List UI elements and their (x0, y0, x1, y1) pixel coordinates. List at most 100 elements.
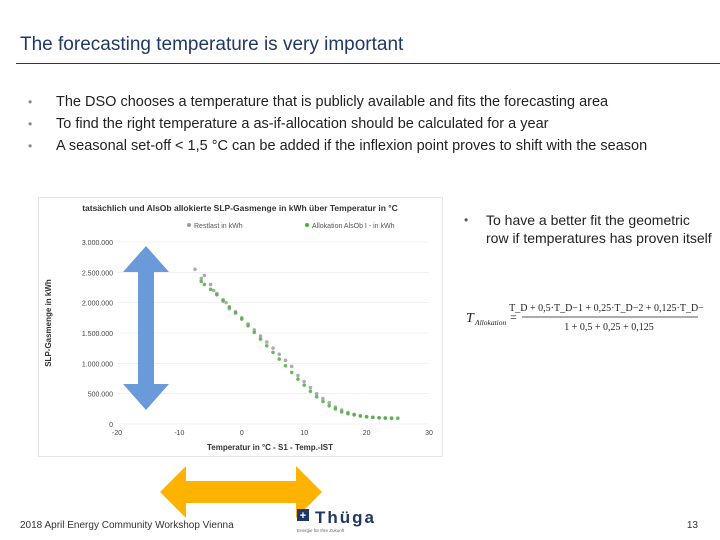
logo-mark-icon (297, 509, 309, 521)
x-tick-label: 0 (240, 430, 244, 437)
data-point (389, 416, 394, 420)
data-point (221, 299, 225, 303)
data-point (215, 292, 219, 297)
series-allokation (199, 279, 400, 421)
bullet-item: • A seasonal set-off < 1,5 °C can be adde… (28, 135, 688, 157)
data-point (224, 300, 228, 305)
side-bullet-text: To have a better fit the geometric row i… (486, 212, 712, 246)
formula-lhs-subscript: Allokation (474, 318, 506, 327)
x-axis-label: Temperatur in °C - S1 - Temp.-IST (207, 443, 333, 452)
data-point (252, 330, 257, 335)
bullet-text: The DSO chooses a temperature that is pu… (56, 94, 609, 110)
data-point (283, 358, 288, 363)
y-tick-label: 1.500.000 (82, 331, 113, 338)
data-point (283, 363, 288, 368)
data-point (327, 404, 331, 408)
data-point (277, 352, 282, 357)
y-tick-label: 1.000.000 (82, 361, 113, 368)
formula-lhs: T (466, 311, 475, 326)
data-point (358, 414, 363, 418)
orange-double-arrow (160, 466, 322, 518)
x-tick-label: -20 (112, 430, 122, 437)
blue-double-arrow (123, 246, 169, 410)
allocation-formula: T Allokation = T_D + 0,5·T_D−1 + 0,25·T_… (466, 303, 704, 333)
formula-numerator: T_D + 0,5·T_D−1 + 0,25·T_D−2 + 0,125·T_D… (509, 303, 704, 314)
footer-event: 2018 April Energy Community Workshop Vie… (20, 520, 234, 531)
bullet-text: To find the right temperature a as-if-al… (56, 116, 549, 132)
data-point (208, 287, 213, 292)
data-point (333, 407, 338, 411)
bullet-item: • To find the right temperature a as-if-a… (28, 113, 688, 135)
data-point (202, 273, 207, 278)
bullet-icon: • (28, 139, 33, 153)
bullet-icon: • (464, 213, 469, 227)
x-axis: -20 -10 0 10 20 30 (112, 430, 433, 437)
y-axis: 0 500.000 1.000.000 1.500.000 2.000.000 2.500… (82, 240, 113, 429)
y-tick-label: 500.000 (88, 392, 113, 399)
x-tick-label: 30 (425, 430, 433, 437)
logo-wordmark: Thüga (315, 508, 376, 527)
chart-title: tatsächlich und AlsOb allokierte SLP-Gas… (82, 203, 398, 213)
data-point (383, 416, 388, 420)
data-point (227, 305, 232, 309)
legend-marker (187, 223, 191, 227)
title-rule (16, 63, 720, 64)
y-tick-label: 2.000.000 (82, 301, 113, 308)
data-point (352, 413, 356, 417)
data-point (371, 415, 375, 420)
logo-tagline: Energie für Ihre Zukunft (297, 528, 345, 533)
data-point (302, 379, 307, 384)
y-tick-label: 0 (109, 422, 113, 429)
data-point (264, 343, 269, 348)
data-point (296, 377, 300, 381)
data-point (264, 340, 269, 344)
y-tick-label: 3.000.000 (82, 240, 113, 247)
x-tick-label: 10 (300, 430, 308, 437)
data-point (327, 400, 331, 405)
bullet-icon: • (28, 117, 33, 131)
data-point (321, 396, 325, 401)
data-point (308, 385, 313, 390)
data-point (277, 357, 282, 361)
data-point (302, 383, 307, 387)
bullet-text: A seasonal set-off < 1,5 °C can be added… (56, 138, 648, 154)
bullet-list: • The DSO chooses a temperature that is p… (28, 91, 688, 157)
thuga-logo: + Thüga Energie für Ihre Zukunft (297, 508, 376, 533)
scatter-chart: tatsächlich und AlsOb allokierte SLP-Gas… (44, 203, 433, 452)
data-point (208, 282, 213, 287)
data-point (233, 311, 238, 315)
slide-title: The forecasting temperature is very impo… (20, 34, 404, 55)
chart-panel: tatsächlich und AlsOb allokierte SLP-Gas… (38, 197, 443, 457)
data-point (289, 370, 294, 375)
data-point (364, 414, 369, 419)
chart-grid (117, 241, 429, 425)
bullet-item: • The DSO chooses a temperature that is p… (28, 91, 688, 113)
y-tick-label: 2.500.000 (82, 270, 113, 277)
data-point (240, 317, 244, 321)
legend-marker (305, 223, 309, 227)
data-point (308, 389, 313, 394)
data-point (339, 410, 344, 414)
data-point (314, 394, 319, 399)
side-bullet-item: • To have a better fit the geometric row … (464, 211, 714, 247)
data-point (258, 337, 263, 341)
x-tick-label: -10 (174, 430, 184, 437)
data-point (321, 399, 325, 404)
legend-label: Allokation AlsOb I - in kWh (312, 223, 395, 230)
x-tick-label: 20 (363, 430, 371, 437)
data-point (199, 276, 204, 281)
formula-denominator: 1 + 0,5 + 0,25 + 0,125 (564, 322, 653, 333)
data-point (258, 334, 263, 338)
chart-legend: Restlast in kWh Allokation AlsOb I - in k… (187, 223, 395, 230)
y-axis-label: SLP-Gasmenge in kWh (44, 279, 53, 367)
series-restlast (193, 267, 394, 421)
data-point (377, 415, 381, 420)
data-point (199, 279, 204, 284)
data-point (296, 373, 300, 378)
data-point (202, 282, 207, 287)
data-point (289, 364, 294, 369)
data-point (346, 411, 350, 416)
formula-equals: = (510, 310, 517, 324)
data-point (396, 416, 400, 421)
svg-text:+: + (300, 510, 306, 522)
